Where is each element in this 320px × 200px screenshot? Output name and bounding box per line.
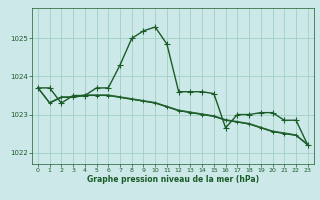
X-axis label: Graphe pression niveau de la mer (hPa): Graphe pression niveau de la mer (hPa) — [87, 175, 259, 184]
